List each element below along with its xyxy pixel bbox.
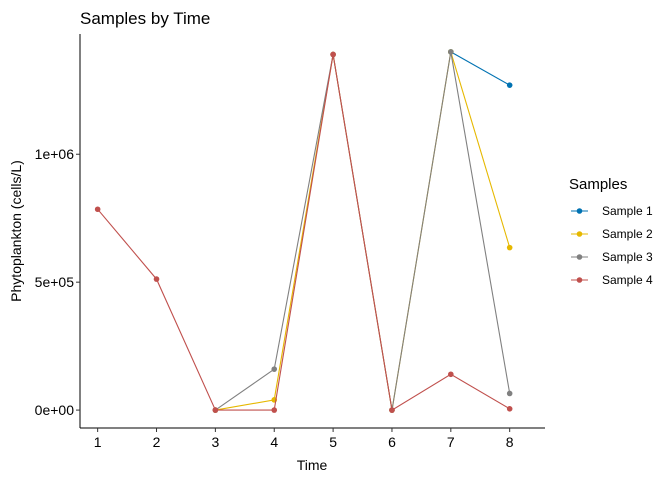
x-tick-label: 3	[211, 434, 219, 450]
series-line	[450, 51, 510, 86]
data-point	[448, 371, 454, 378]
legend-item-sample-2: Sample 2	[571, 227, 653, 241]
x-tick-label: 1	[94, 434, 102, 450]
data-point	[506, 82, 513, 88]
tick-layer: 1 2 3 4 5 6 7 8 0e+00 5e+05 1e+06	[35, 146, 514, 450]
legend: Samples Sample 1 Sample 2 Sample 3 Sample 4	[569, 176, 653, 287]
legend-title: Samples	[569, 176, 627, 193]
data-point	[271, 407, 278, 413]
data-point	[212, 407, 219, 413]
x-tick-label: 8	[506, 434, 514, 450]
y-axis-title: Phytoplankton (cells/L)	[8, 160, 24, 302]
data-point	[153, 276, 160, 282]
data-point	[506, 244, 513, 251]
y-tick-label: 1e+06	[35, 146, 75, 162]
data-point	[94, 206, 101, 213]
x-tick-label: 2	[153, 434, 161, 450]
x-axis-title: Time	[297, 457, 328, 473]
series-layer	[94, 49, 513, 413]
chart-title: Samples by Time	[80, 9, 210, 28]
legend-item-sample-3: Sample 3	[571, 250, 653, 264]
legend-item-sample-1: Sample 1	[571, 204, 653, 218]
y-tick-label: 5e+05	[35, 274, 75, 290]
legend-label: Sample 2	[602, 227, 653, 241]
data-point	[506, 406, 513, 412]
x-tick-label: 4	[270, 434, 278, 450]
legend-item-sample-4: Sample 4	[571, 273, 653, 287]
series-line	[97, 54, 510, 411]
legend-key-point	[576, 208, 583, 214]
data-point	[448, 49, 454, 55]
data-point	[389, 407, 395, 413]
x-tick-label: 7	[447, 434, 455, 450]
legend-key-point	[576, 231, 583, 237]
y-tick-label: 0e+00	[35, 402, 75, 418]
legend-key-point	[576, 254, 583, 260]
legend-label: Sample 1	[602, 204, 653, 218]
data-point	[506, 390, 513, 397]
legend-label: Sample 3	[602, 250, 653, 264]
data-point	[271, 366, 278, 372]
x-tick-label: 6	[388, 434, 396, 450]
legend-label: Sample 4	[602, 273, 653, 287]
data-point	[330, 51, 336, 58]
x-tick-label: 5	[329, 434, 337, 450]
series-sample-1	[448, 49, 513, 88]
legend-key-point	[576, 277, 583, 283]
series-sample-4	[94, 51, 513, 413]
